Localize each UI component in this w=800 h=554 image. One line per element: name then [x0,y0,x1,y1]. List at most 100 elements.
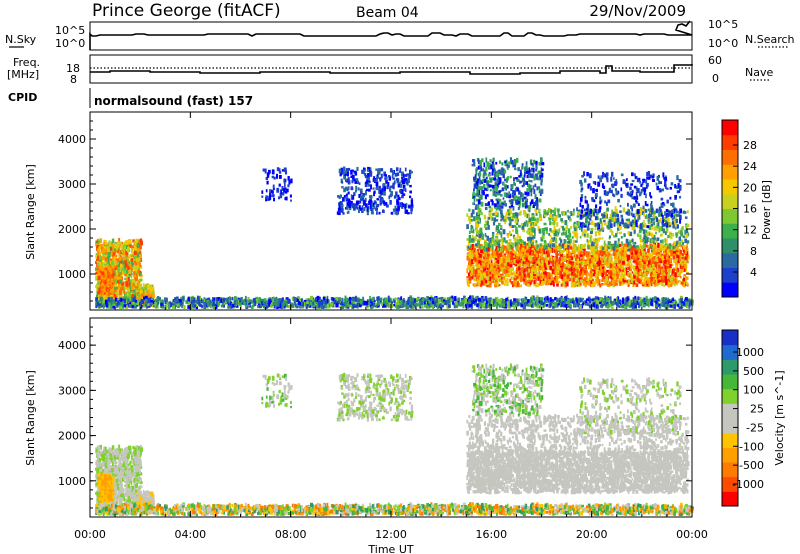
power-cell [352,303,355,309]
power-cell [376,177,378,182]
power-cell [606,304,610,309]
power-cell [239,301,242,307]
power-cell [105,245,108,249]
power-cell [123,269,126,274]
power-cell [216,298,219,302]
power-cell [579,299,582,303]
power-cell [573,299,576,302]
power-cell [340,178,343,183]
power-cell [122,287,126,292]
power-cell [250,305,254,310]
power-cell [112,284,115,287]
power-cell [688,305,691,309]
power-cell [413,302,417,306]
power-cell [684,266,688,272]
power-cell [399,202,402,208]
power-cell [260,304,262,308]
power-cell [98,287,102,293]
power-cell [107,285,110,288]
power-cell [338,168,342,174]
nave-tick-top: 60 [708,54,722,67]
power-cell [270,304,273,308]
power-cell [461,299,465,303]
power-cell [529,302,532,307]
power-cell [144,299,148,305]
power-cell [399,189,402,193]
power-cell [594,297,596,301]
power-cell [369,198,372,204]
power-cell [662,299,665,304]
power-cell [521,263,525,267]
power-cell [361,169,364,174]
power-cell [262,300,265,304]
power-cell [343,188,346,193]
power-cell [569,304,572,308]
power-cell [310,296,313,302]
power-cell [244,300,248,306]
power-cell [319,303,322,307]
power-cell [681,303,684,306]
power-cell [138,297,141,302]
power-cell [383,171,386,177]
power-cell [190,296,194,302]
power-cell [265,196,268,202]
power-cell [657,299,659,305]
power-cell [396,304,400,309]
power-cell [305,301,309,305]
power-cell [584,302,588,306]
power-cell [586,303,589,306]
power-cell [274,297,278,303]
power-cell [120,303,124,306]
power-cell [668,278,671,281]
power-cell [419,302,421,308]
power-cell [125,281,129,287]
power-cell [97,262,100,268]
power-cell [464,298,468,304]
power-cell [381,302,383,306]
power-cell [375,181,379,187]
power-cell [138,279,141,282]
power-cell [537,303,540,306]
power-cell [366,211,369,216]
power-cell [118,276,121,280]
power-cell [628,304,631,309]
power-cell [655,304,659,308]
power-cell [685,304,689,309]
power-cell [257,304,260,309]
power-cell [590,300,593,305]
power-cell [98,290,101,295]
power-cell [229,304,232,309]
beam-label: Beam 04 [356,5,419,21]
power-cell [195,299,198,304]
power-cell [347,302,350,307]
power-cell [292,296,295,301]
power-cell [345,300,348,304]
power-cell [521,300,525,304]
power-cell [536,304,539,309]
power-cell [455,301,458,306]
power-cell [101,248,105,254]
power-cell [351,205,354,209]
power-cell [134,254,137,258]
power-cell [152,291,155,296]
power-cell [390,211,394,215]
power-cell [129,254,131,259]
freq-unit-label: [MHz] [7,68,39,81]
nsky-trace [89,20,693,50]
power-cell [281,169,285,172]
power-cell [354,180,358,184]
power-cell [135,276,139,282]
power-cell [351,299,354,304]
power-cell [137,293,141,297]
power-cell [107,258,110,264]
power-cell [387,295,390,301]
power-cell [377,168,381,173]
cpid-program: normalsound (fast) 157 [94,94,253,108]
power-cell [488,299,492,304]
power-cell [346,202,350,207]
power-cell [113,296,115,301]
power-cell [373,303,377,308]
power-cell [608,256,611,262]
power-cell [365,203,368,208]
power-cell [476,295,479,301]
